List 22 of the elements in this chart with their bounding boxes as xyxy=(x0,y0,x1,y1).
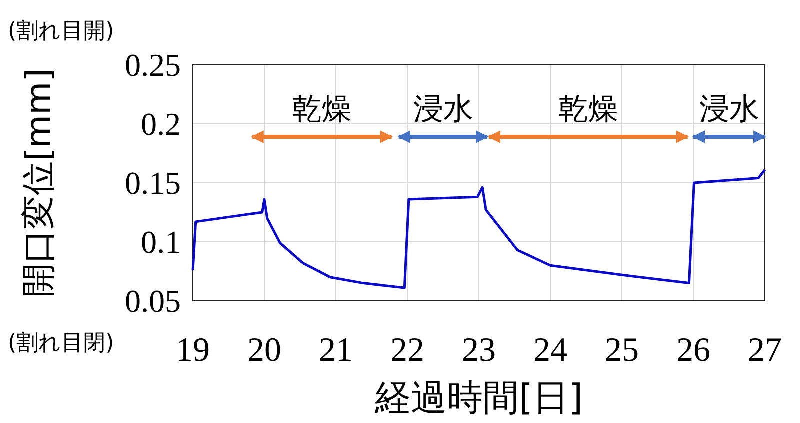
x-axis-title: 経過時間[日] xyxy=(374,378,584,419)
x-tick-label: 26 xyxy=(676,332,710,369)
y-tick-label: 0.15 xyxy=(125,165,181,201)
x-tick-label: 25 xyxy=(605,332,639,369)
y-tick-label: 0.25 xyxy=(125,47,181,83)
text: (割れ目閉) xyxy=(8,331,114,356)
annotation: 浸水 xyxy=(413,92,474,127)
x-tick-label: 21 xyxy=(319,332,353,369)
annotation: 乾燥 xyxy=(558,92,618,127)
y-tick-label: 0.1 xyxy=(141,224,181,260)
annotation: 乾燥 xyxy=(292,92,352,127)
y-axis-title: 開口変位[mm] xyxy=(19,68,59,298)
x-tick-label: 20 xyxy=(248,332,282,369)
y-tick-label: 0.2 xyxy=(141,106,181,142)
text: (割れ目開) xyxy=(8,19,114,44)
x-tick-label: 22 xyxy=(390,332,424,369)
x-tick-label: 19 xyxy=(176,332,210,369)
x-tick-label: 23 xyxy=(462,332,496,369)
x-tick-label: 27 xyxy=(748,332,782,369)
x-tick-label: 24 xyxy=(534,332,568,369)
annotation: 浸水 xyxy=(699,92,760,127)
y-tick-label: 0.05 xyxy=(125,283,181,319)
